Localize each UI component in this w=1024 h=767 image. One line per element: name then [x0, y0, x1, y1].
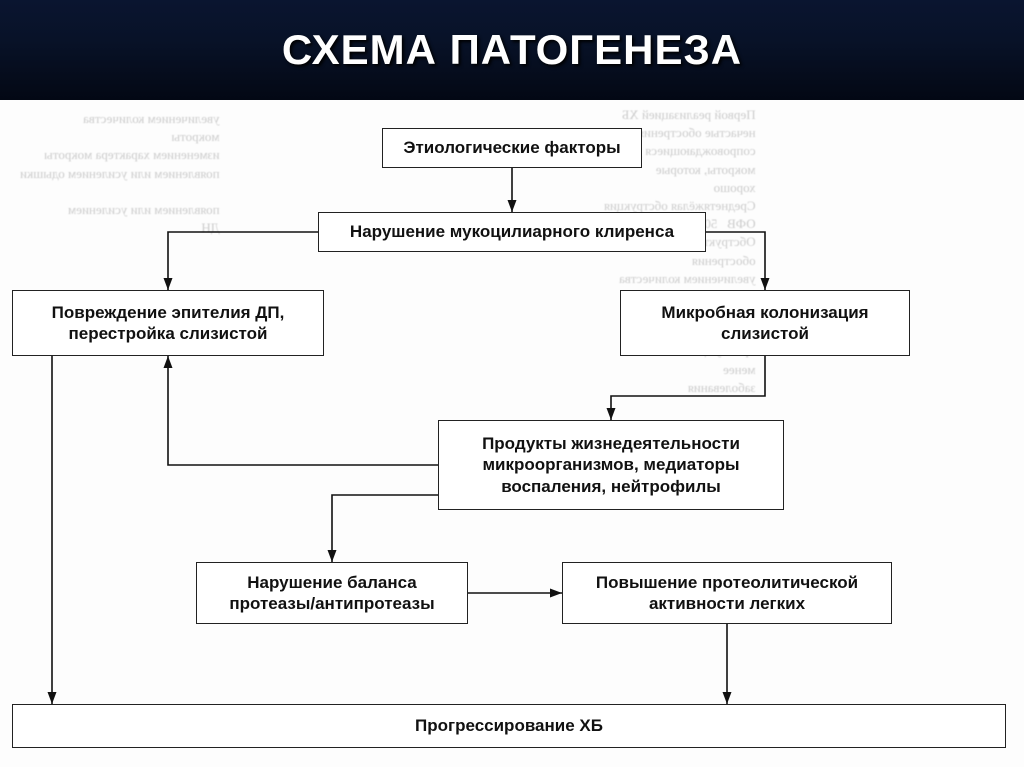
flowchart-area: увеличением количества мокроты изменение…: [0, 100, 1024, 767]
node-progression: Прогрессирование ХБ: [12, 704, 1006, 748]
node-mucociliary: Нарушение мукоцилиарного клиренса: [318, 212, 706, 252]
node-protease-balance: Нарушение балансапротеазы/антипротеазы: [196, 562, 468, 624]
node-microbial-colonization: Микробная колонизацияслизистой: [620, 290, 910, 356]
node-epithelium-damage: Повреждение эпителия ДП,перестройка слиз…: [12, 290, 324, 356]
node-etiological-factors: Этиологические факторы: [382, 128, 642, 168]
slide-title: СХЕМА ПАТОГЕНЕЗА: [282, 26, 742, 74]
slide-header: СХЕМА ПАТОГЕНЕЗА: [0, 0, 1024, 100]
node-proteolytic-activity: Повышение протеолитическойактивности лег…: [562, 562, 892, 624]
bleed-text-left: увеличением количества мокроты изменение…: [20, 110, 220, 237]
node-microbial-products: Продукты жизнедеятельностимикроорганизмо…: [438, 420, 784, 510]
